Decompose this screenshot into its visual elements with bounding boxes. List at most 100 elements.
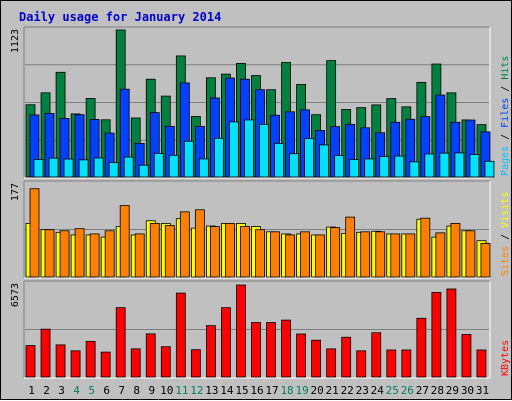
panels-layer: 1123 Pages / Files / Hits 177 Sites / Visit… [10, 26, 511, 379]
bar-pages-4 [78, 159, 89, 178]
bar-kbytes-24 [371, 332, 382, 378]
bar-sites-25 [390, 233, 401, 278]
x-tick-label: 7 [118, 384, 125, 397]
x-tick-label: 14 [220, 384, 234, 397]
bar-sites-23 [360, 231, 371, 278]
x-tick-label: 4 [73, 384, 80, 397]
bar-sites-4 [74, 228, 85, 278]
x-tick-label: 12 [190, 384, 203, 397]
bar-sites-3 [59, 230, 70, 278]
bar-sites-21 [330, 227, 341, 278]
x-tick-label: 6 [103, 384, 110, 397]
bar-kbytes-13 [205, 325, 216, 378]
x-tick-label: 30 [461, 384, 474, 397]
bar-kbytes-2 [40, 328, 51, 378]
bar-kbytes-28 [431, 291, 442, 378]
x-tick-label: 25 [386, 384, 399, 397]
series-kbytes [25, 284, 487, 378]
x-tick-label: 15 [235, 384, 248, 397]
bar-pages-12 [198, 158, 209, 178]
bar-pages-16 [259, 123, 269, 178]
x-tick-label: 5 [88, 384, 95, 397]
bar-kbytes-14 [221, 307, 231, 378]
legend-label: Sites / Visits [500, 192, 511, 276]
bar-pages-19 [304, 138, 314, 178]
bar-pages-1 [33, 159, 44, 178]
bar-kbytes-25 [386, 349, 397, 378]
y-max-label: 6573 [10, 283, 21, 307]
bar-pages-21 [334, 155, 345, 178]
bar-pages-11 [183, 140, 194, 178]
x-tick-label: 26 [401, 384, 414, 397]
panel-visits-sites: 177 Sites / Visits [10, 180, 511, 279]
x-tick-label: 13 [205, 384, 218, 397]
bar-pages-10 [168, 154, 179, 178]
x-tick-label: 24 [371, 384, 385, 397]
legend-entry: Sites [500, 246, 511, 276]
bar-sites-10 [164, 225, 175, 278]
x-tick-label: 29 [446, 384, 459, 397]
bar-kbytes-31 [476, 349, 487, 378]
x-tick-label: 11 [175, 384, 188, 397]
bar-kbytes-12 [190, 349, 201, 378]
bar-kbytes-29 [446, 288, 457, 378]
bar-pages-6 [108, 162, 119, 178]
bar-pages-9 [153, 153, 164, 178]
bar-sites-1 [29, 188, 40, 278]
bar-pages-7 [123, 156, 134, 178]
bar-pages-14 [229, 121, 239, 178]
legend-entry: / [500, 128, 511, 146]
bar-pages-8 [138, 164, 149, 178]
x-tick-label: 19 [295, 384, 308, 397]
bar-pages-15 [244, 119, 254, 178]
bar-kbytes-10 [160, 346, 171, 378]
bar-kbytes-23 [356, 350, 367, 378]
x-axis-labels: 1 2 3 4 5 6 7 8 9 10 11 12 13 14 15 16 17 18 19 20 21 22 23 24 2… [28, 384, 489, 397]
x-tick-label: 28 [431, 384, 444, 397]
bar-sites-27 [420, 217, 431, 278]
x-tick-label: 20 [311, 384, 324, 397]
bar-pages-29 [454, 152, 465, 178]
bar-sites-7 [119, 205, 130, 278]
bar-pages-13 [213, 137, 224, 178]
x-tick-label: 9 [148, 384, 155, 397]
bar-sites-22 [345, 216, 356, 278]
bar-kbytes-30 [461, 334, 472, 378]
bar-kbytes-6 [100, 351, 111, 378]
bar-sites-20 [315, 234, 326, 278]
series-pages [33, 119, 495, 178]
legend-label: Pages / Files / Hits [500, 56, 511, 176]
bar-sites-2 [44, 229, 55, 278]
bar-pages-5 [93, 157, 104, 178]
bar-sites-19 [300, 231, 310, 278]
x-tick-label: 22 [341, 384, 354, 397]
series-sites [29, 188, 491, 278]
bar-sites-15 [240, 226, 250, 278]
x-tick-label: 31 [476, 384, 489, 397]
bar-sites-31 [480, 242, 491, 278]
bar-sites-26 [405, 233, 416, 278]
bar-sites-17 [270, 231, 280, 278]
bar-kbytes-11 [175, 292, 186, 378]
bar-kbytes-26 [401, 349, 412, 378]
bar-kbytes-19 [296, 333, 306, 378]
x-tick-label: 1 [28, 384, 35, 397]
legend-entry: KBytes [500, 340, 511, 376]
x-tick-label: 10 [160, 384, 173, 397]
bar-kbytes-17 [266, 322, 276, 378]
bar-pages-31 [484, 160, 495, 178]
x-tick-label: 27 [416, 384, 429, 397]
bar-sites-13 [209, 226, 220, 278]
x-tick-label: 3 [58, 384, 65, 397]
y-max-label: 177 [10, 183, 21, 201]
legend-entry: / [500, 80, 511, 98]
legend-entry: / [500, 228, 511, 246]
bar-sites-18 [285, 234, 295, 278]
bar-pages-25 [394, 155, 405, 178]
x-tick-label: 18 [280, 384, 293, 397]
legend-entry: Files [500, 98, 511, 128]
x-tick-label: 23 [356, 384, 369, 397]
bar-kbytes-15 [236, 284, 246, 378]
bar-sites-11 [179, 211, 190, 278]
